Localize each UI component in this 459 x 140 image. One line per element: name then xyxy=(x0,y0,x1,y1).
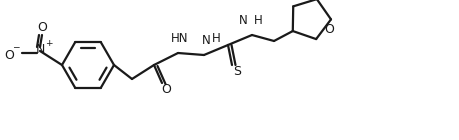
Text: N: N xyxy=(239,14,248,27)
Text: H: H xyxy=(212,32,221,45)
Text: HN: HN xyxy=(171,32,189,45)
Text: O: O xyxy=(4,48,14,61)
Text: O: O xyxy=(325,23,335,36)
Text: S: S xyxy=(233,65,241,78)
Text: H: H xyxy=(254,14,263,27)
Text: O: O xyxy=(37,20,47,33)
Text: −: − xyxy=(12,43,20,52)
Text: N: N xyxy=(202,34,210,47)
Text: O: O xyxy=(161,82,171,95)
Text: +: + xyxy=(45,38,52,47)
Text: N: N xyxy=(35,43,45,55)
